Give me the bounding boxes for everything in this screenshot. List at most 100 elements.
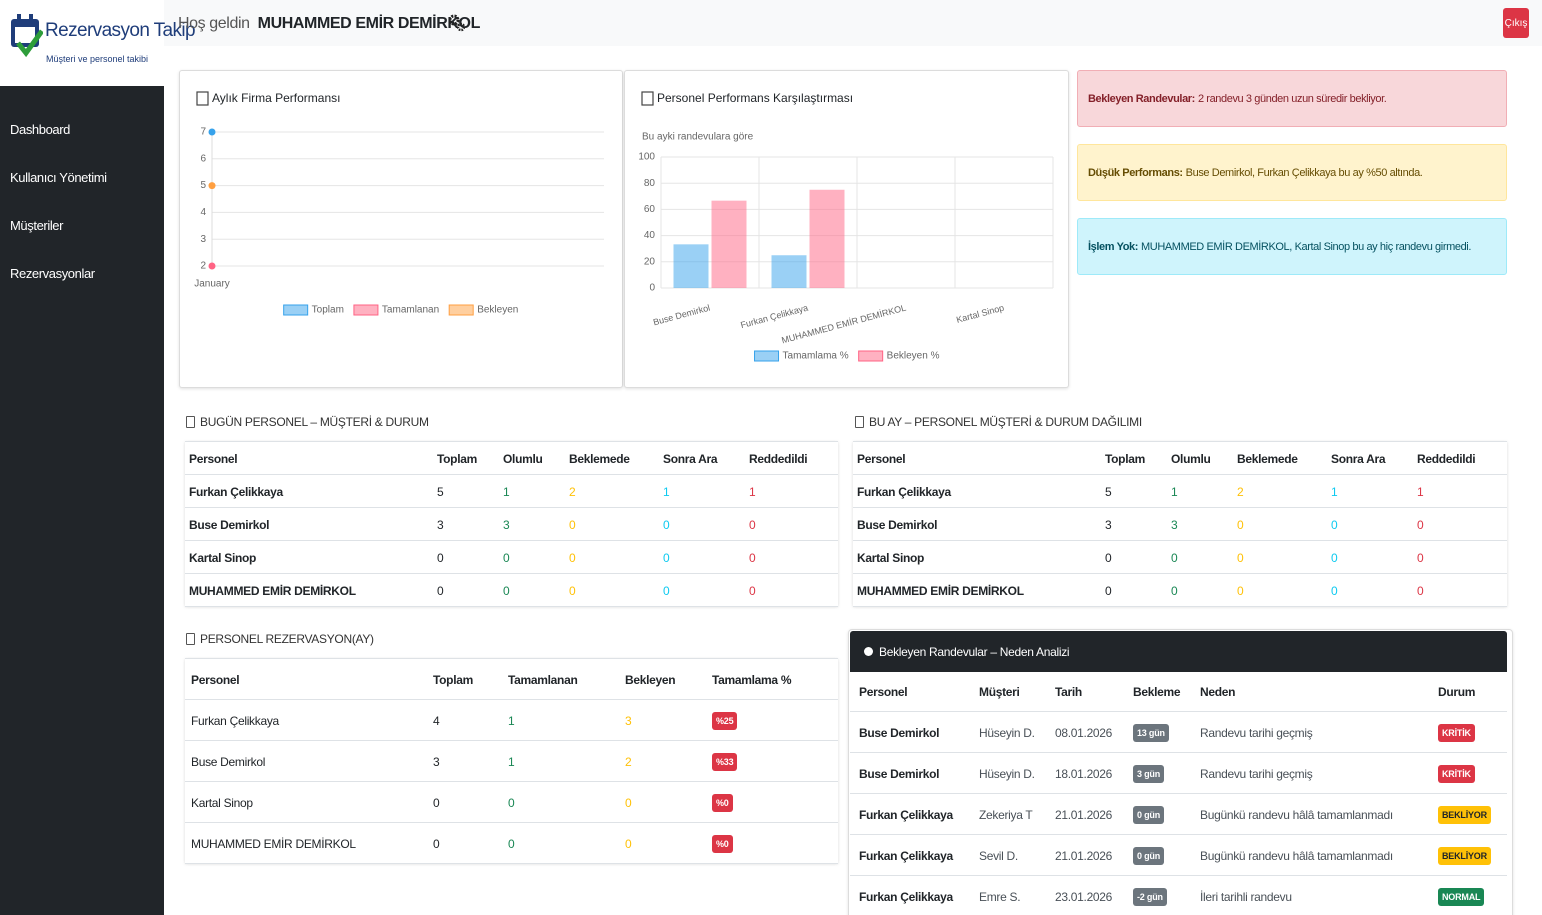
settings-icon[interactable] xyxy=(448,14,466,32)
bar xyxy=(771,255,807,288)
cell-text: 1 xyxy=(508,713,515,728)
table-title-wrap: BU AY – PERSONEL MÜŞTERİ & DURUM DAĞILIM… xyxy=(855,415,1142,429)
chart-card: Personel Performans Karşılaştırması Bu ay… xyxy=(624,70,1069,388)
table-cell: 0 xyxy=(1417,508,1424,541)
alert-label: Bekleyen Randevular: xyxy=(1088,92,1195,105)
chart: Aylık Firma Performansı 2 3 4 5 6 7 January Topl… xyxy=(194,91,604,316)
table-cell: 0 xyxy=(437,541,444,574)
table-cell: 0 xyxy=(1105,574,1112,607)
cell-text: 08.01.2026 xyxy=(1055,725,1113,740)
y-tick-label: 2 xyxy=(200,261,206,272)
row-border xyxy=(850,875,1507,876)
table-cell: 0 xyxy=(663,508,670,541)
table: Personel Toplam Tamamlanan Bekleyen Tamamlam… xyxy=(185,658,838,864)
logo-check xyxy=(16,29,43,58)
legend-swatch xyxy=(353,304,379,316)
nav-link[interactable]: Rezervasyonlar xyxy=(10,266,95,281)
column-header: Tamamlanan xyxy=(508,672,578,687)
table-title-wrap: BUGÜN PERSONEL – MÜŞTERİ & DURUM xyxy=(186,415,429,429)
nav-link[interactable]: Müşteriler xyxy=(10,218,64,233)
cell-text: Randevu tarihi geçmiş xyxy=(1200,725,1313,740)
cell-text: 0 xyxy=(1171,550,1178,565)
table-cell: 0 xyxy=(1237,541,1244,574)
table-cell: Bugünkü randevu hâlâ tamamlanmadı xyxy=(1200,835,1393,876)
table-cell: 21.01.2026 xyxy=(1055,835,1112,876)
table-title: Bekleyen Randevular – Neden Analizi xyxy=(879,644,1070,659)
row-border xyxy=(185,863,838,864)
row-border xyxy=(850,834,1507,835)
point xyxy=(208,262,216,270)
table-cell: 3 gün xyxy=(1133,753,1164,794)
cell-text: 21.01.2026 xyxy=(1055,807,1113,822)
table-cell: Hüseyin D. xyxy=(979,753,1035,794)
y-tick-label: 100 xyxy=(638,152,655,163)
table-cell: Kartal Sinop xyxy=(857,541,924,574)
badge: %33 xyxy=(712,752,738,771)
table-cell: 0 xyxy=(1237,508,1244,541)
table-cell: Buse Demirkol xyxy=(859,712,939,753)
table-cell: 1 xyxy=(749,475,756,508)
cell-text: Furkan Çelikkaya xyxy=(859,807,953,822)
cell-text: 0 xyxy=(508,836,515,851)
table-title: BU AY – PERSONEL MÜŞTERİ & DURUM DAĞILIM… xyxy=(869,415,1142,429)
cell-text: Buse Demirkol xyxy=(857,517,938,532)
column-header: Personel xyxy=(189,451,238,466)
column-header: Reddedildi xyxy=(1417,451,1476,466)
y-tick-label: 80 xyxy=(644,178,656,189)
cell-text: 0 xyxy=(1105,550,1112,565)
point xyxy=(208,128,216,136)
row-border xyxy=(850,793,1507,794)
cell-text: 3 xyxy=(1105,517,1112,532)
cell-text: 1 xyxy=(749,484,756,499)
cell-text: 0 xyxy=(749,517,756,532)
table-cell: 0 xyxy=(663,541,670,574)
column-header: Durum xyxy=(1438,685,1476,699)
column-header: Bekleyen xyxy=(625,672,676,687)
y-tick-label: 3 xyxy=(200,234,206,245)
table-cell: Bugünkü randevu hâlâ tamamlanmadı xyxy=(1200,794,1393,835)
nav-link[interactable]: Dashboard xyxy=(10,122,70,137)
table-cell: Furkan Çelikkaya xyxy=(857,475,951,508)
table-cell: 1 xyxy=(503,475,510,508)
cell-text: 0 xyxy=(1237,550,1244,565)
point xyxy=(208,182,216,190)
table-cell: 0 xyxy=(1237,574,1244,607)
cell-text: Hüseyin D. xyxy=(979,766,1035,781)
badge: 3 gün xyxy=(1133,764,1164,783)
table-cell: Kartal Sinop xyxy=(189,541,256,574)
column-header: Personel xyxy=(857,451,906,466)
cell-text: 4 xyxy=(433,713,440,728)
column-header: Müşteri xyxy=(979,685,1020,699)
header-icon xyxy=(864,647,873,656)
table-cell: KRİTİK xyxy=(1438,712,1475,753)
cell-text: MUHAMMED EMİR DEMİRKOL xyxy=(189,583,356,598)
table-cell: 3 xyxy=(1171,508,1178,541)
card-header: Bekleyen Randevular – Neden Analizi xyxy=(850,631,1507,672)
cell-text: 18.01.2026 xyxy=(1055,766,1113,781)
nav-link[interactable]: Kullanıcı Yönetimi xyxy=(10,170,107,185)
cell-text: 0 xyxy=(749,550,756,565)
bar xyxy=(673,244,709,288)
chart-card: Aylık Firma Performansı 2 3 4 5 6 7 January Topl… xyxy=(179,70,623,388)
table-cell: Furkan Çelikkaya xyxy=(189,475,283,508)
chart-title: Aylık Firma Performansı xyxy=(212,91,340,105)
cell-text: 3 xyxy=(433,754,440,769)
table-cell: 13 gün xyxy=(1133,712,1169,753)
table-cell: 0 xyxy=(625,782,632,823)
table-cell: Buse Demirkol xyxy=(189,508,269,541)
cell-text: 0 xyxy=(663,583,670,598)
bar xyxy=(711,200,747,288)
legend-label: Tamamlama % xyxy=(783,351,849,362)
alert-label: Düşük Performans: xyxy=(1088,166,1183,179)
cell-text: Buse Demirkol xyxy=(189,517,270,532)
table-cell: 1 xyxy=(508,741,515,782)
title-icon xyxy=(196,91,209,106)
table-cell: Furkan Çelikkaya xyxy=(859,794,953,835)
cell-text: 0 xyxy=(1237,517,1244,532)
logout-button[interactable]: Çıkış xyxy=(1503,8,1529,38)
row-border xyxy=(185,606,838,607)
table-cell: 0 xyxy=(1105,541,1112,574)
table-cell: 3 xyxy=(1105,508,1112,541)
table-cell: 0 xyxy=(503,574,510,607)
